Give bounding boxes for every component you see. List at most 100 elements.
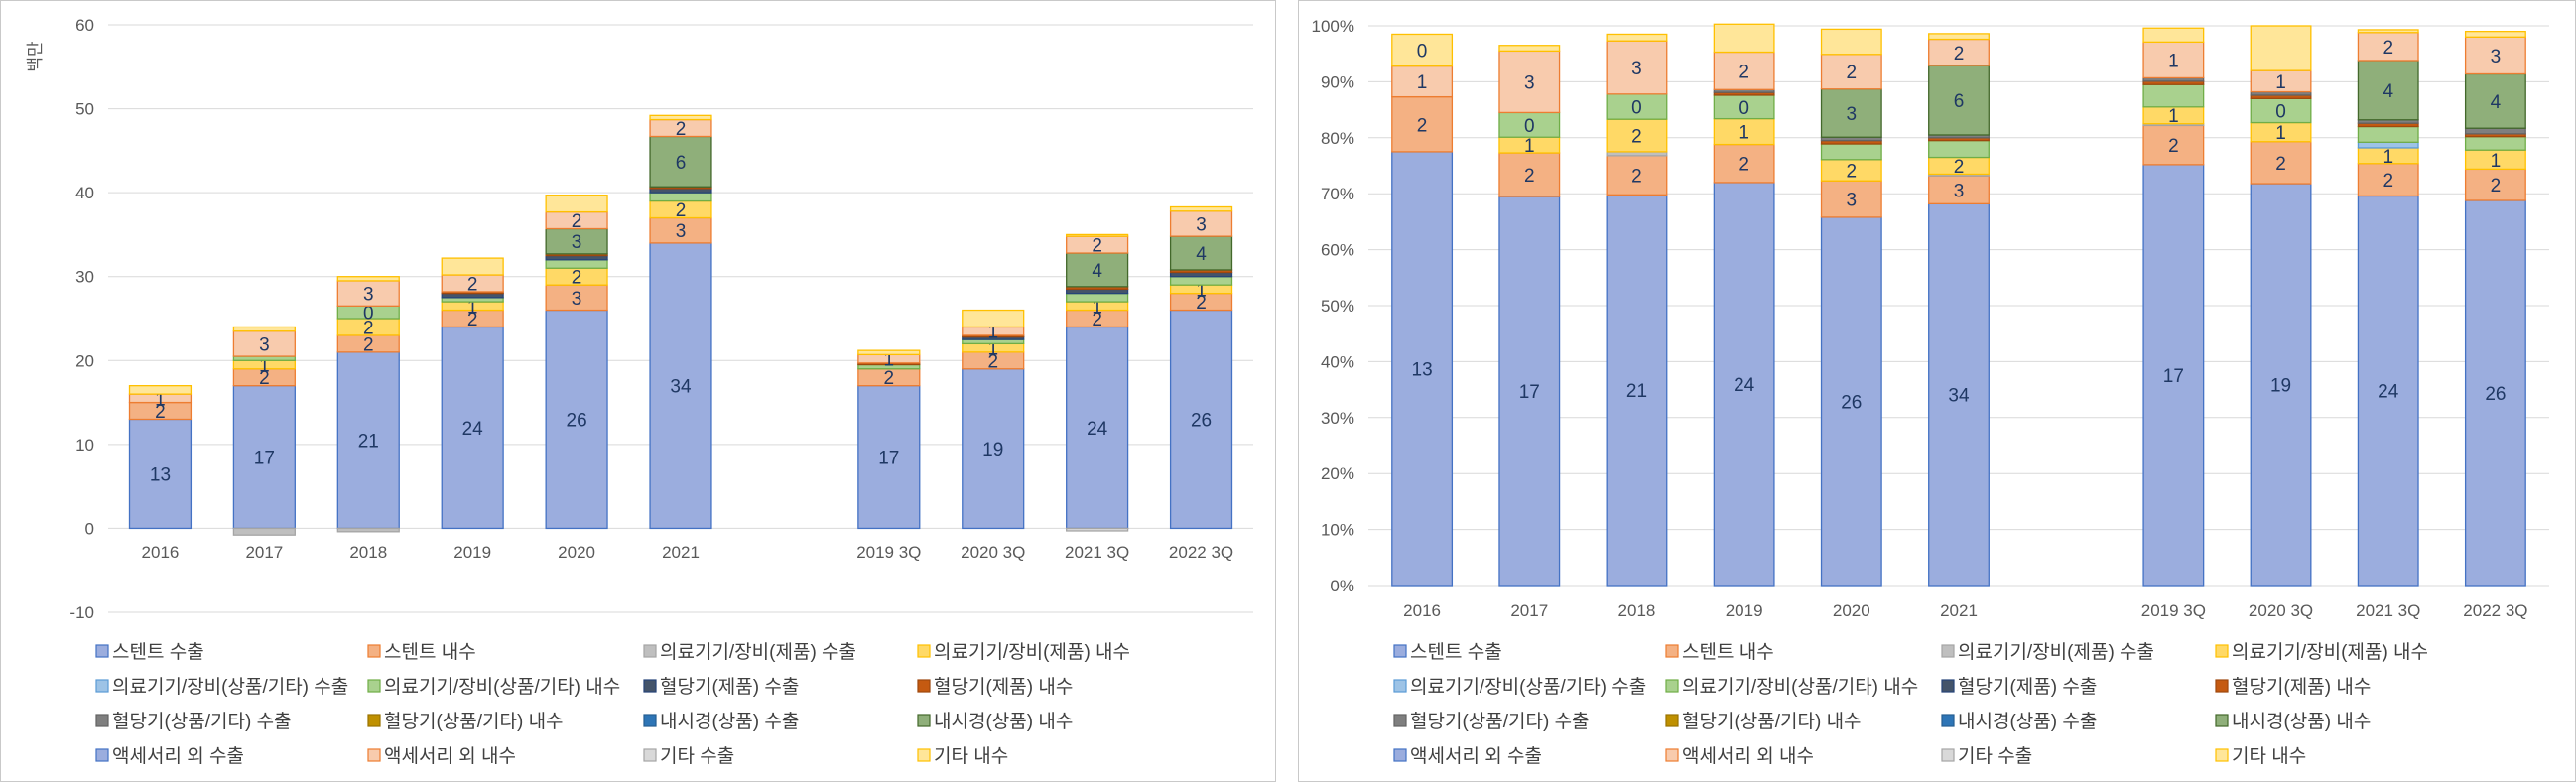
bar-segment-기타-내수	[962, 309, 1025, 328]
bar-segment-의료기기-장비-상품-기타-내수	[1820, 143, 1882, 161]
y-tick-label: 20	[75, 351, 94, 370]
bar-segment-스텐트-수출	[1169, 309, 1233, 530]
bar-segment-스텐트-내수	[1606, 155, 1668, 196]
data-label: 6	[676, 153, 687, 174]
data-label: 1	[2275, 72, 2286, 93]
legend-swatch	[95, 644, 109, 658]
data-label: 1	[1739, 123, 1749, 144]
x-tick-label: 2019	[1726, 601, 1763, 620]
legend-label: 기타 내수	[2232, 745, 2306, 767]
data-label: 2	[2275, 154, 2286, 175]
data-label: 2	[1739, 62, 1749, 82]
bar-segment-기타-내수	[128, 385, 193, 395]
bar-segment-스텐트-내수	[1713, 143, 1775, 184]
bar-segment-기타-내수	[649, 114, 712, 121]
y-axis-title: 백만	[26, 41, 45, 72]
y-tick-label: 90%	[1321, 72, 1354, 91]
legend-swatch	[917, 644, 931, 658]
data-label: 1	[2383, 147, 2393, 168]
x-tick-label: 2020	[1833, 601, 1870, 620]
legend-swatch	[643, 679, 657, 693]
data-label: 2	[1196, 293, 1207, 314]
data-label: 2	[1631, 127, 1642, 148]
data-label: 24	[1734, 375, 1755, 396]
bar-segment-의료기기-장비-제품-수출	[336, 527, 400, 533]
bar-segment-내시경-상품-내수	[1169, 235, 1233, 271]
bar-segment-스텐트-수출	[857, 385, 921, 530]
bar-segment-스텐트-수출	[1713, 182, 1775, 587]
legend-swatch	[95, 714, 109, 727]
legend-swatch	[643, 714, 657, 727]
legend-swatch	[643, 644, 657, 658]
data-label: 3	[363, 285, 374, 306]
bar-segment-기타-내수	[1391, 33, 1454, 67]
data-label: 3	[572, 289, 582, 310]
legend-label: 내시경(상품) 내수	[934, 711, 1073, 732]
x-tick-label: 2018	[349, 543, 387, 562]
x-tick-label: 2019	[453, 543, 491, 562]
data-label: 0	[1417, 42, 1428, 63]
bar-segment-스텐트-수출	[1606, 194, 1668, 587]
data-label: 3	[1847, 104, 1858, 125]
legend-label: 혈당기(상품/기타) 내수	[1682, 711, 1862, 732]
data-label: 3	[259, 334, 270, 355]
y-tick-label: 0	[85, 519, 94, 538]
bar-segment-기타-내수	[1498, 45, 1561, 53]
legend-swatch	[1393, 714, 1407, 727]
legend-swatch	[367, 714, 381, 727]
legend-label: 기타 수출	[1958, 745, 2032, 767]
data-label: 1	[2275, 123, 2286, 144]
data-label: 2	[676, 200, 687, 221]
data-label: 2	[467, 274, 478, 295]
absolute-chart-panel: -10 0 10 20 30 40 50 60 백만 2016 13 2 1 2017 17 2 1 3 2018 2…	[0, 0, 1276, 782]
bar-segment-의료기기-장비-제품-내수	[1606, 118, 1668, 153]
x-tick-label: 2017	[245, 543, 283, 562]
bar-segment-기타-내수	[2250, 25, 2312, 71]
data-label: 3	[1847, 191, 1858, 211]
legend-label: 의료기기/장비(제품) 수출	[1958, 641, 2154, 663]
data-label: 4	[1196, 244, 1207, 265]
bar-segment-의료기기-장비-상품-기타-내수	[1606, 93, 1668, 120]
data-label: 1	[987, 339, 998, 360]
bar-segment-기타-내수	[1169, 205, 1233, 212]
legend-swatch	[917, 679, 931, 693]
legend-swatch	[1665, 679, 1679, 693]
bar-segment-액세서리-외-내수	[2357, 32, 2419, 62]
legend-label: 스텐트 수출	[112, 641, 204, 663]
data-label: 3	[1631, 59, 1642, 79]
bar-segment-의료기기-장비-상품-기타-내수	[1066, 292, 1129, 303]
bar-segment-기타-내수	[1713, 23, 1775, 54]
data-label: 2	[467, 310, 478, 330]
y-tick-label: 60%	[1321, 241, 1354, 260]
bar-segment-내시경-상품-내수	[545, 227, 608, 255]
data-label: 2	[1847, 63, 1858, 83]
bar-segment-액세서리-외-내수	[232, 330, 296, 357]
data-label: 0	[1739, 98, 1749, 119]
x-tick-label: 2022 3Q	[1169, 543, 1233, 562]
data-label: 24	[462, 419, 484, 440]
legend-label: 의료기기/장비(상품/기타) 수출	[112, 676, 348, 698]
bar-segment-스텐트-수출	[128, 418, 193, 530]
bar-segment-스텐트-수출	[441, 326, 504, 530]
legend-swatch	[95, 679, 109, 693]
data-label: 2	[155, 402, 166, 423]
legend-swatch	[2215, 679, 2229, 693]
legend-label: 의료기기/장비(상품/기타) 수출	[1410, 676, 1646, 698]
bar-segment-스텐트-수출	[1820, 216, 1882, 587]
data-label: 24	[1087, 419, 1108, 440]
x-tick-label: 2019 3Q	[2141, 601, 2206, 620]
legend-label: 혈당기(상품/기타) 수출	[1410, 711, 1590, 732]
y-tick-label: 30%	[1321, 409, 1354, 428]
data-label: 3	[1954, 181, 1965, 201]
data-label: 2	[1524, 166, 1535, 187]
bar-segment-스텐트-수출	[336, 351, 400, 530]
legend-label: 액세서리 외 내수	[1682, 745, 1814, 767]
legend-swatch	[1393, 748, 1407, 762]
data-label: 17	[1519, 382, 1540, 403]
bar-segment-액세서리-외-내수	[2464, 36, 2526, 75]
legend-label: 내시경(상품) 내수	[2232, 711, 2371, 732]
bar-segment-스텐트-수출	[2250, 183, 2312, 587]
data-label: 17	[2163, 366, 2184, 387]
legend-swatch	[2215, 644, 2229, 658]
data-label: 1	[1524, 136, 1535, 157]
